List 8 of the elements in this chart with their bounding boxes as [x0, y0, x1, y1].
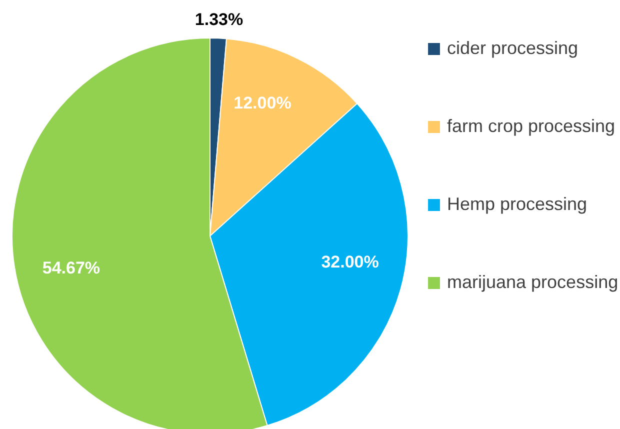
data-label: 54.67%	[42, 258, 100, 278]
legend-label: cider processing	[447, 38, 578, 58]
legend-label: Hemp processing	[447, 194, 588, 214]
legend-label: marijuana processing	[447, 272, 618, 292]
data-label: 32.00%	[321, 252, 379, 272]
data-label: 12.00%	[234, 93, 292, 112]
data-label: 1.33%	[194, 10, 244, 30]
legend-label: farm crop processing	[447, 116, 616, 136]
